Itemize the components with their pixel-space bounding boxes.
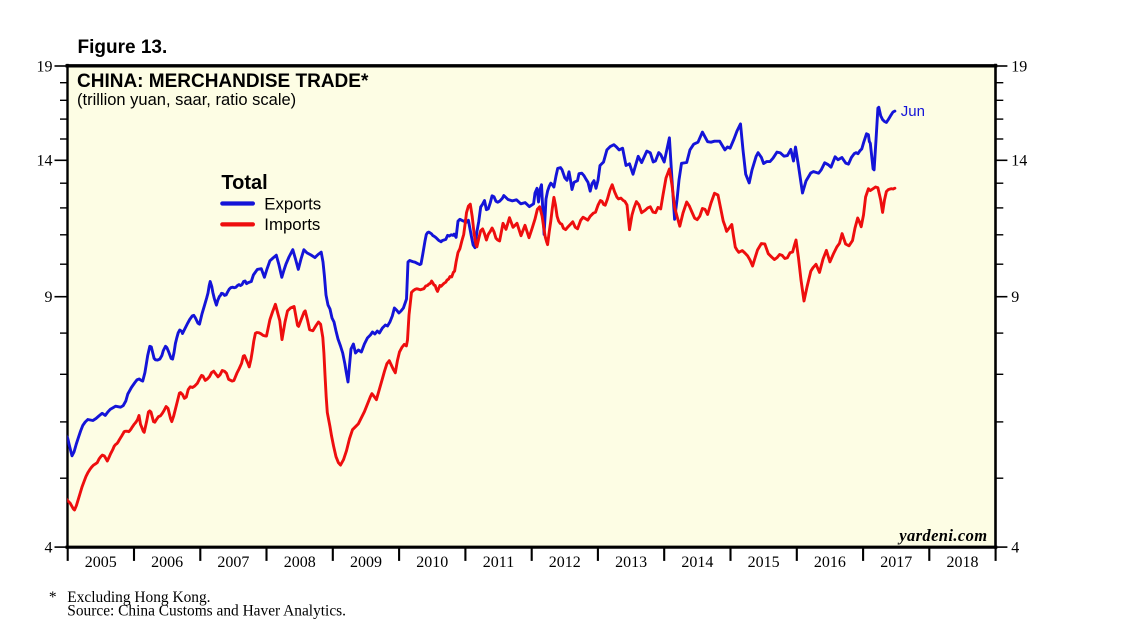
svg-text:yardeni.com: yardeni.com [897,526,987,545]
svg-text:19: 19 [37,58,53,75]
svg-text:2015: 2015 [748,554,780,571]
svg-text:19: 19 [1011,58,1027,75]
svg-text:2013: 2013 [615,554,647,571]
svg-text:2008: 2008 [284,554,316,571]
svg-text:2005: 2005 [85,554,117,571]
svg-text:Jun: Jun [901,103,925,120]
svg-text:2012: 2012 [549,554,581,571]
svg-text:9: 9 [45,289,53,306]
svg-text:2014: 2014 [681,554,713,571]
svg-text:CHINA: MERCHANDISE TRADE*: CHINA: MERCHANDISE TRADE* [77,71,369,92]
svg-text:Exports: Exports [264,194,321,213]
svg-text:2010: 2010 [416,554,448,571]
svg-text:Excluding Hong Kong.: Excluding Hong Kong. [67,589,210,606]
svg-text:9: 9 [1011,289,1019,306]
svg-text:14: 14 [37,153,53,170]
svg-text:(trillion yuan, saar, ratio sc: (trillion yuan, saar, ratio scale) [77,91,296,109]
svg-text:Source: China Customs and Have: Source: China Customs and Haver Analytic… [67,603,346,620]
svg-text:2007: 2007 [217,554,249,571]
svg-text:Total: Total [221,172,267,194]
svg-text:*: * [49,589,57,606]
svg-text:4: 4 [45,539,53,556]
svg-text:Figure 13.: Figure 13. [78,37,168,58]
svg-text:4: 4 [1011,539,1019,556]
svg-text:2017: 2017 [880,554,912,571]
svg-text:Imports: Imports [264,215,320,234]
svg-text:2011: 2011 [483,554,514,571]
svg-text:2009: 2009 [350,554,382,571]
svg-text:2018: 2018 [947,554,979,571]
svg-text:2006: 2006 [151,554,183,571]
svg-text:2016: 2016 [814,554,846,571]
svg-text:14: 14 [1011,153,1027,170]
